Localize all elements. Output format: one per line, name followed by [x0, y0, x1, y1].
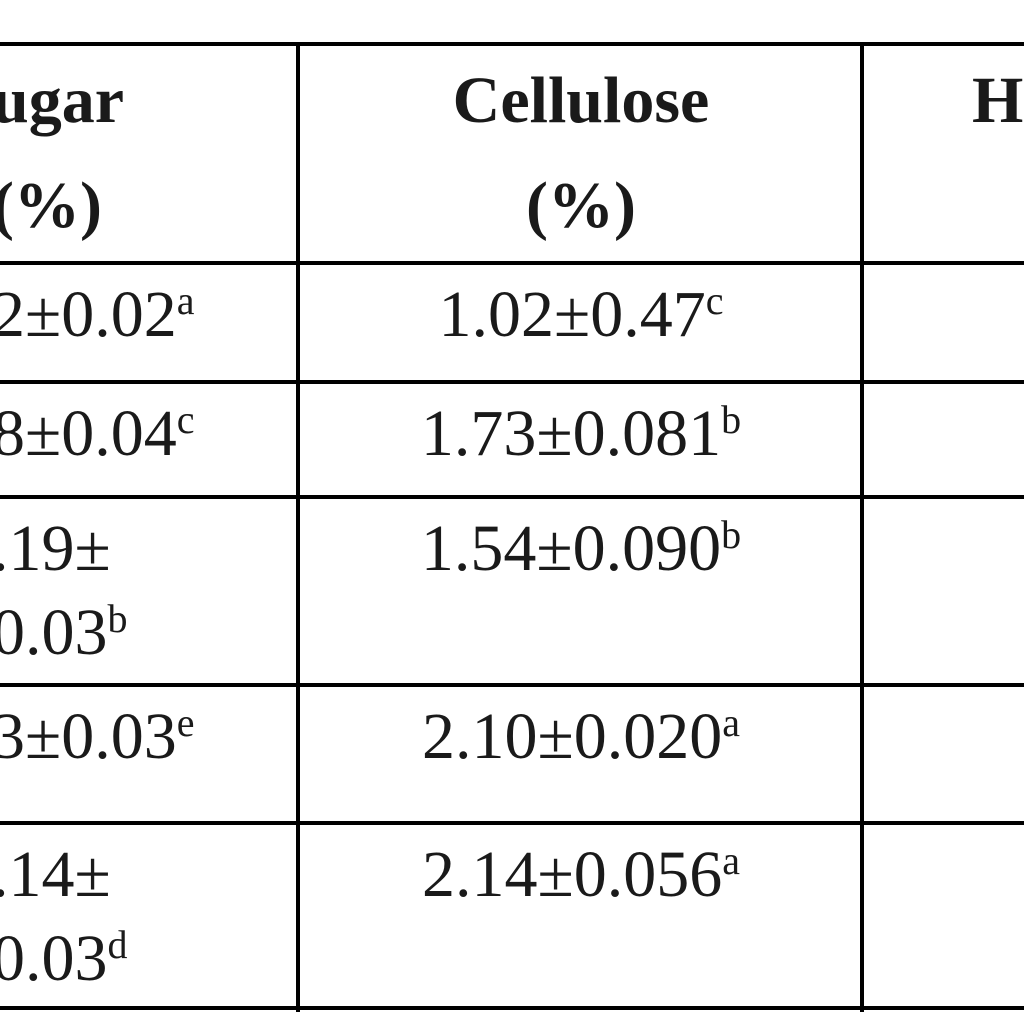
- value: .19±: [0, 512, 111, 585]
- line: 2.10±0.020a: [300, 695, 862, 779]
- header-cell: H: [972, 48, 1024, 153]
- value: 1.54±0.090: [420, 512, 722, 585]
- header-text: (%): [0, 169, 102, 242]
- cell-text: 1.54±0.090b: [300, 507, 862, 591]
- line: 1.02±0.47c: [300, 273, 862, 357]
- superscript: a: [722, 838, 740, 883]
- value: 8±0.04: [0, 397, 177, 470]
- header-text: H: [972, 64, 1024, 137]
- rule: [0, 380, 1024, 384]
- superscript: d: [107, 922, 128, 967]
- cell-text: 2.10±0.020a: [300, 695, 862, 779]
- superscript: b: [721, 512, 742, 557]
- value: .14±: [0, 838, 111, 911]
- rule: [0, 683, 1024, 687]
- line: 8±0.04c: [0, 392, 292, 476]
- line: 0.03d: [0, 917, 292, 1001]
- line: 1.73±0.081b: [300, 392, 862, 476]
- rule: [0, 1006, 1024, 1010]
- superscript: a: [176, 278, 195, 323]
- superscript: b: [721, 397, 742, 442]
- value: 1.02±0.47: [438, 278, 706, 351]
- value: 2.10±0.020: [422, 700, 723, 773]
- line: 0.03b: [0, 591, 292, 675]
- line: 2±0.02a: [0, 273, 292, 357]
- header-text: (%): [526, 169, 636, 242]
- line: 3±0.03e: [0, 695, 292, 779]
- value: 3±0.03: [0, 700, 177, 773]
- cell-text: 3±0.03e: [0, 695, 292, 779]
- value: 2±0.02: [0, 278, 177, 351]
- superscript: a: [722, 700, 740, 745]
- cell-text: 8±0.04c: [0, 392, 292, 476]
- header-cell: ugar (%): [0, 48, 292, 258]
- cell-text: 2±0.02a: [0, 273, 292, 357]
- cell-text: .14± 0.03d: [0, 833, 292, 1001]
- header-cell: Cellulose (%): [300, 48, 862, 258]
- superscript: c: [176, 397, 195, 442]
- superscript: e: [176, 700, 195, 745]
- superscript: c: [705, 278, 724, 323]
- cell-text: 1.02±0.47c: [300, 273, 862, 357]
- rule: [0, 821, 1024, 825]
- value: 1.73±0.081: [420, 397, 722, 470]
- header-text: ugar: [0, 64, 124, 137]
- line: .19±: [0, 507, 292, 591]
- line: .14±: [0, 833, 292, 917]
- value: 0.03: [0, 596, 108, 669]
- value: 0.03: [0, 922, 108, 995]
- header-text: Cellulose: [452, 64, 710, 137]
- cell-text: 1.73±0.081b: [300, 392, 862, 476]
- rule: [0, 495, 1024, 499]
- rule: [0, 261, 1024, 265]
- line: 1.54±0.090b: [300, 507, 862, 591]
- cell-text: .19± 0.03b: [0, 507, 292, 675]
- rule: [860, 42, 864, 1012]
- value: 2.14±0.056: [422, 838, 723, 911]
- superscript: b: [107, 596, 128, 641]
- cell-text: 2.14±0.056a: [300, 833, 862, 917]
- line: 2.14±0.056a: [300, 833, 862, 917]
- rule: [296, 42, 300, 1012]
- rule: [0, 42, 1024, 46]
